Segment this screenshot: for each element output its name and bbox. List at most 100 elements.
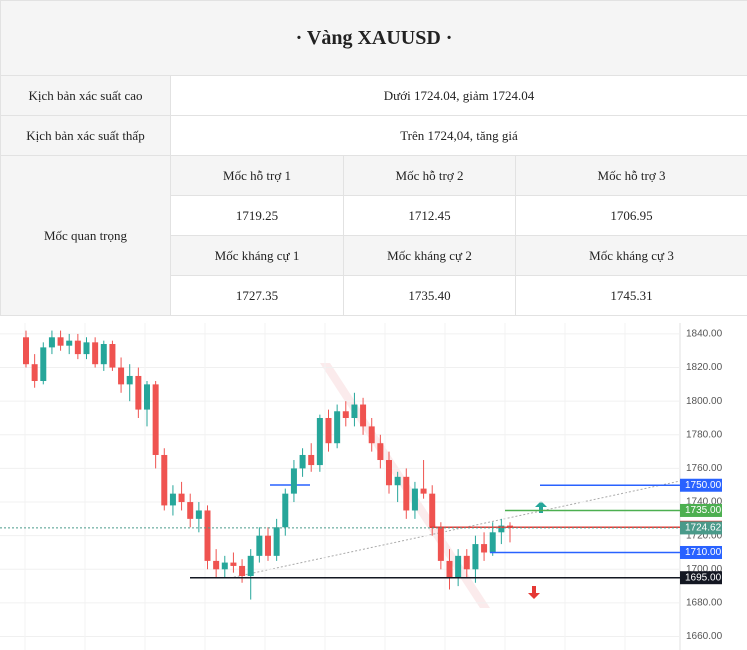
chart-bg <box>0 323 747 650</box>
candle-body <box>455 555 462 578</box>
candle-body <box>247 555 254 577</box>
candle-body <box>446 560 453 578</box>
price-tag <box>680 478 722 492</box>
candle-body <box>282 493 289 528</box>
price-tag <box>680 503 722 517</box>
candle-body <box>100 344 107 365</box>
candle-body <box>299 454 306 469</box>
value: Trên 1724,04, tăng giá <box>169 115 747 156</box>
candle-body <box>161 454 168 506</box>
y-tick-label: 1660.00 <box>686 631 723 642</box>
price-tag-label: 1735.00 <box>685 505 722 516</box>
label: Mốc quan trọng <box>0 155 171 316</box>
candle-body <box>239 565 246 577</box>
candle-body <box>481 544 488 553</box>
candle-body <box>221 562 228 570</box>
candle-body <box>256 535 263 556</box>
candle-body <box>290 468 297 494</box>
cell: Mốc hỗ trợ 1 <box>170 155 344 196</box>
y-tick-label: 1680.00 <box>686 598 723 609</box>
y-tick-label: 1740.00 <box>686 497 723 508</box>
price-tag <box>680 545 722 559</box>
cell: 1712.45 <box>343 195 516 236</box>
candle-body <box>204 510 211 561</box>
candle-body <box>265 535 271 556</box>
candle-body <box>351 404 358 418</box>
candle-body <box>187 502 194 519</box>
price-tag <box>680 571 722 585</box>
trend-line <box>229 480 681 579</box>
value: Dưới 1724.04, giảm 1724.04 <box>169 75 747 116</box>
candle-body <box>360 404 367 427</box>
cell: 1735.40 <box>343 275 516 316</box>
y-tick-label: 1840.00 <box>686 329 723 340</box>
candle-body <box>48 337 55 348</box>
candle-body <box>472 544 479 570</box>
candle-body <box>377 443 384 461</box>
candle-body <box>342 411 349 418</box>
price-tag-label: 1710.00 <box>685 547 722 558</box>
cell: Mốc kháng cự 2 <box>343 235 516 276</box>
cell: Mốc kháng cự 3 <box>514 235 747 276</box>
candle-body <box>308 454 315 466</box>
candle-body <box>386 460 392 486</box>
info-table: · Vàng XAUUSD · Kịch bản xác suất cao Dướ… <box>0 0 747 316</box>
candle-body <box>31 364 38 382</box>
cell: Mốc hỗ trợ 2 <box>343 155 516 196</box>
candle-body <box>230 562 237 566</box>
chart: 1660.00 1680.00 1700.00 1720.00 1740.00 1760.… <box>0 323 747 650</box>
candle-body <box>126 375 133 385</box>
candle-body <box>437 527 444 561</box>
candle-body <box>316 417 323 466</box>
candle-body <box>66 340 73 346</box>
candle-body <box>169 493 176 506</box>
candle-body <box>83 342 90 355</box>
candle-body <box>195 510 202 519</box>
candle-body <box>463 555 470 570</box>
cell: 1706.95 <box>514 195 747 236</box>
candle-body <box>118 367 125 385</box>
candle-body <box>325 417 332 444</box>
cell: Mốc hỗ trợ 3 <box>514 155 747 196</box>
candle-body <box>213 560 220 570</box>
cell: 1727.35 <box>170 275 344 316</box>
candle-body <box>273 527 280 556</box>
y-tick-label: 1720.00 <box>686 530 723 541</box>
y-tick-label: 1780.00 <box>686 429 723 440</box>
up-arrow <box>535 501 547 513</box>
label: Kịch bản xác suất cao <box>0 75 171 116</box>
candle-body <box>429 493 436 528</box>
candle-body <box>152 384 159 455</box>
candle-body <box>498 525 505 533</box>
candle-body <box>368 426 375 444</box>
price-tag <box>680 521 722 535</box>
cell: 1745.31 <box>514 275 747 316</box>
candle-body <box>489 532 496 553</box>
candle-body <box>109 344 116 368</box>
y-tick-label: 1760.00 <box>686 463 723 474</box>
candle-body <box>178 493 185 503</box>
candle-body <box>144 384 150 410</box>
candle-body <box>135 375 142 410</box>
label: Kịch bản xác suất thấp <box>0 115 171 156</box>
price-tag-label: 1750.00 <box>685 480 722 491</box>
price-tag-label: 1695.00 <box>685 572 722 583</box>
y-tick-label: 1820.00 <box>686 362 723 373</box>
candle-body <box>92 342 99 365</box>
price-tag-label: 1724.62 <box>685 523 722 534</box>
candle-body <box>420 488 427 494</box>
candle-body <box>411 488 418 511</box>
candle-body <box>403 476 410 511</box>
candle-body <box>23 337 29 365</box>
candle-body <box>334 411 341 444</box>
title: · Vàng XAUUSD · <box>0 0 747 76</box>
candle-body <box>40 347 47 382</box>
y-tick-label: 1700.00 <box>686 564 723 575</box>
candle-body <box>74 340 81 355</box>
down-arrow <box>528 586 540 599</box>
candle-body <box>57 337 64 346</box>
candle-body <box>394 476 401 486</box>
y-tick-label: 1800.00 <box>686 396 723 407</box>
cell: 1719.25 <box>170 195 344 236</box>
